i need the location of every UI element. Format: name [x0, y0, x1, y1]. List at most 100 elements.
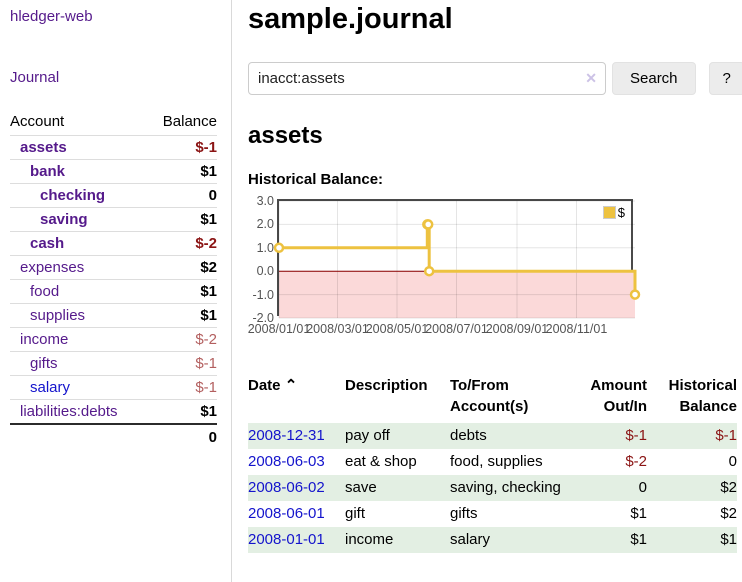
search-button[interactable]: Search — [612, 62, 696, 95]
transaction-accounts: saving, checking — [450, 479, 561, 496]
account-link[interactable]: liabilities:debts — [20, 403, 118, 420]
account-link[interactable]: bank — [30, 163, 66, 180]
x-axis-tick-label: 2008/07/01 — [425, 322, 488, 336]
date-header-label: Date — [248, 377, 281, 394]
transaction-description: gift — [345, 505, 366, 522]
account-row: checking 0 — [10, 183, 217, 208]
y-axis-tick-label: 1.0 — [256, 240, 274, 255]
transaction-amount: 0 — [638, 479, 647, 496]
transaction-date-link[interactable]: 2008-12-31 — [248, 427, 325, 444]
y-axis-tick-label: 2.0 — [256, 217, 274, 232]
account-name: salary — [10, 375, 148, 400]
sidebar: hledger-web Journal Account Balance asse… — [0, 0, 232, 582]
account-name: supplies — [10, 303, 148, 328]
sidebar-nav: Journal — [10, 69, 217, 86]
account-link[interactable]: saving — [40, 211, 88, 228]
account-balance: $1 — [147, 399, 217, 424]
transaction-date-link[interactable]: 2008-06-02 — [248, 479, 325, 496]
transaction-balance: $1 — [720, 531, 737, 548]
column-header-accounts: To/From Account(s) — [450, 377, 529, 415]
transaction-date-link[interactable]: 2008-01-01 — [248, 531, 325, 548]
transaction-description: pay off — [345, 427, 390, 444]
y-axis-tick-label: 0.0 — [256, 264, 274, 279]
accounts-total-spacer — [10, 423, 148, 450]
account-name: bank — [10, 159, 148, 184]
column-header-description: Description — [345, 377, 428, 394]
transaction-balance: $2 — [720, 479, 737, 496]
account-link[interactable]: gifts — [30, 355, 58, 372]
accounts-table-header: Account Balance — [10, 110, 217, 136]
column-header-balance: Historical Balance — [668, 377, 737, 415]
search-form: ✕ Search ? — [248, 62, 742, 95]
column-header-amount: Amount Out/In — [590, 377, 647, 415]
transaction-accounts: food, supplies — [450, 453, 543, 470]
transaction-balance: $-1 — [715, 427, 737, 444]
account-heading: assets — [248, 122, 323, 149]
account-balance: $-1 — [147, 375, 217, 400]
transaction-description: eat & shop — [345, 453, 417, 470]
account-link[interactable]: supplies — [30, 307, 86, 324]
account-row: food $1 — [10, 279, 217, 304]
account-name: income — [10, 327, 148, 352]
transaction-description: save — [345, 479, 377, 496]
y-axis-tick-label: -1.0 — [252, 287, 274, 302]
transaction-balance: $2 — [720, 505, 737, 522]
account-row: assets $-1 — [10, 135, 217, 160]
y-axis-tick-label: -2.0 — [252, 311, 274, 325]
account-link[interactable]: expenses — [20, 259, 85, 276]
account-row: salary $-1 — [10, 375, 217, 400]
transaction-date-link[interactable]: 2008-06-01 — [248, 505, 325, 522]
clear-search-icon[interactable]: ✕ — [585, 70, 597, 86]
transaction-accounts: debts — [450, 427, 487, 444]
chart-title: Historical Balance: — [248, 171, 384, 188]
app-title-link[interactable]: hledger-web — [10, 8, 93, 25]
search-input[interactable] — [248, 62, 606, 95]
chart-canvas — [273, 200, 641, 319]
transaction-amount: $1 — [630, 531, 647, 548]
balance-chart: $ 3.0 2.0 1.0 0.0 -1.0 -2.0 2008/01/01 2008/03/… — [248, 194, 737, 339]
account-row: supplies $1 — [10, 303, 217, 328]
transaction-amount: $-2 — [625, 453, 647, 470]
account-row: expenses $2 — [10, 255, 217, 280]
account-link[interactable]: assets — [20, 139, 67, 156]
account-link[interactable]: salary — [30, 379, 71, 396]
account-link[interactable]: income — [20, 331, 69, 348]
account-row: saving $1 — [10, 207, 217, 232]
register-header-row: Date ⌃ Description To/From Account(s) Amo… — [248, 373, 737, 423]
account-name: assets — [10, 135, 148, 160]
balance-column-header: Balance — [162, 113, 217, 130]
account-link[interactable]: checking — [40, 187, 106, 204]
account-link[interactable]: food — [30, 283, 60, 300]
transaction-date-link[interactable]: 2008-06-03 — [248, 453, 325, 470]
column-header-date[interactable]: Date ⌃ — [248, 373, 345, 423]
page-title: sample.journal — [248, 3, 453, 35]
accounts-table: Account Balance assets $-1 bank $1 checking 0… — [10, 110, 217, 450]
chart-plot-area: $ — [273, 199, 641, 319]
account-balance: $-2 — [147, 231, 217, 256]
account-row: bank $1 — [10, 159, 217, 184]
transaction-row: 2008-12-31 pay off debts $-1 $-1 — [248, 423, 737, 449]
account-name: cash — [10, 231, 148, 256]
account-balance: $1 — [147, 303, 217, 328]
nav-journal-link[interactable]: Journal — [10, 69, 60, 86]
transaction-row: 2008-01-01 income salary $1 $1 — [248, 527, 737, 553]
register-table: Date ⌃ Description To/From Account(s) Amo… — [248, 373, 737, 553]
x-axis-tick-label: 2008/03/01 — [306, 322, 369, 336]
transaction-row: 2008-06-02 save saving, checking 0 $2 — [248, 475, 737, 501]
transaction-accounts: salary — [450, 531, 491, 548]
x-axis-tick-label: 2008/11/01 — [545, 322, 608, 336]
account-column-header: Account — [10, 113, 65, 130]
transaction-date: 2008-06-01 — [248, 501, 345, 527]
transaction-balance: 0 — [728, 453, 737, 470]
y-axis-tick-label: 3.0 — [256, 194, 274, 208]
x-axis-tick-label: 2008/05/01 — [365, 322, 429, 336]
sort-ascending-icon: ⌃ — [284, 377, 298, 394]
legend-swatch-icon — [602, 206, 616, 219]
account-name: checking — [10, 183, 148, 208]
account-balance: $-1 — [147, 351, 217, 376]
account-name: liabilities:debts — [10, 399, 148, 424]
transaction-date: 2008-01-01 — [248, 527, 345, 553]
account-row: cash $-2 — [10, 231, 217, 256]
help-button[interactable]: ? — [708, 62, 742, 95]
account-link[interactable]: cash — [30, 235, 65, 252]
